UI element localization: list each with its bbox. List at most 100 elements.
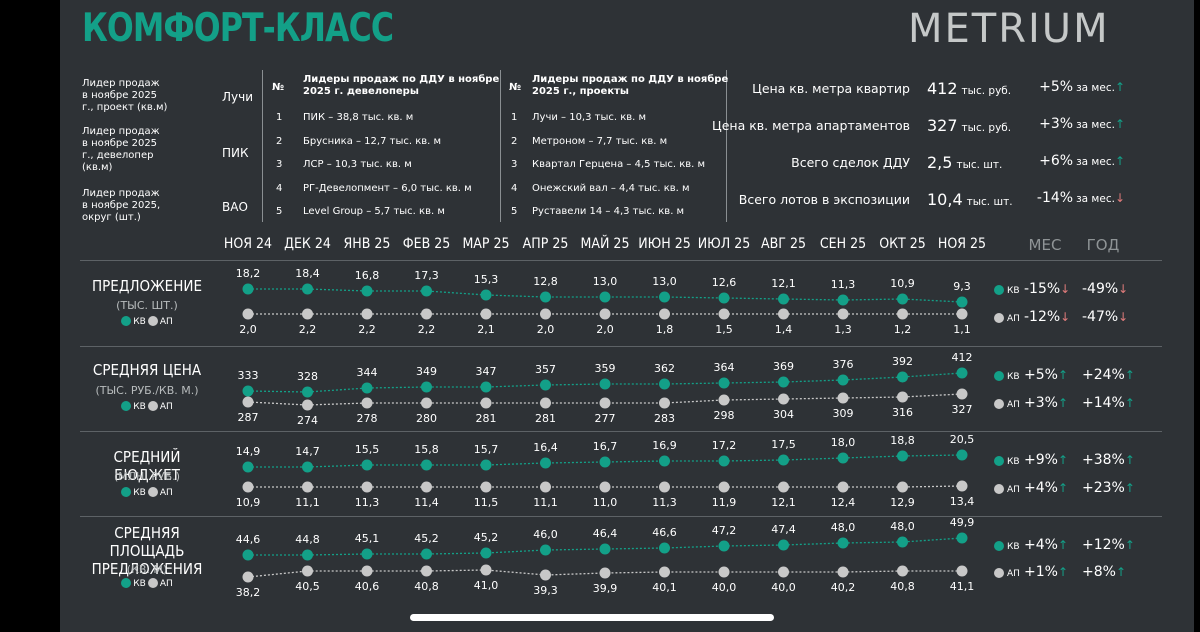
ap-data-point <box>361 565 373 577</box>
leader-project-value: Лучи <box>222 90 254 104</box>
kv-data-point <box>599 291 611 303</box>
arrow-up-icon: ↑ <box>1124 538 1135 552</box>
kv-data-label: 17,2 <box>712 439 737 452</box>
month-label: ИЮЛ 25 <box>697 236 751 252</box>
kv-data-label: 48,0 <box>890 520 915 533</box>
kv-data-label: 12,6 <box>712 276 737 289</box>
kv-data-point <box>956 532 968 544</box>
god-change: +38%↑ <box>1082 452 1135 468</box>
ap-data-label: 298 <box>714 409 735 422</box>
kv-data-point <box>421 285 432 297</box>
kv-data-point <box>718 377 730 389</box>
project-row-text: Лучи – 10,3 тыс. кв. м <box>532 112 647 123</box>
stat-change-value: -14% <box>1036 190 1074 206</box>
ap-data-point <box>956 565 968 577</box>
ap-data-point <box>242 481 254 493</box>
kv-data-label: 14,9 <box>236 445 261 458</box>
kv-data-label: 328 <box>297 370 318 383</box>
month-label: МАР 25 <box>462 236 510 252</box>
god-change: +14%↑ <box>1082 395 1135 411</box>
kv-data-label: 18,2 <box>236 267 261 280</box>
ap-data-label: 39,3 <box>533 584 558 597</box>
ap-data-label: 12,9 <box>890 496 915 509</box>
kv-data-point <box>778 539 789 551</box>
arrow-up-icon: ↑ <box>1124 453 1135 467</box>
kv-data-label: 18,8 <box>890 434 915 447</box>
stat-unit: тыс. руб. <box>961 85 1012 97</box>
kv-data-label: 45,1 <box>355 532 380 545</box>
legend-ap-dot <box>147 401 158 411</box>
stat-change-suffix: за мес. <box>1076 193 1115 205</box>
mes-change: +4%↑ <box>1024 537 1068 553</box>
kv-data-label: 362 <box>654 362 675 375</box>
kv-data-point <box>599 543 611 555</box>
god-change-value: -47% <box>1082 309 1119 325</box>
legend-kv-label: КВ <box>133 487 146 498</box>
ap-data-point <box>540 481 551 493</box>
legend-kv-dot <box>121 487 132 497</box>
ap-data-label: 280 <box>416 412 437 425</box>
panel-legend: КВ АП <box>80 316 214 327</box>
ap-data-label: 1,2 <box>894 323 912 336</box>
panel-title: СРЕДНЯЯ ПЛОЩАДЬ ПРЕДЛОЖЕНИЯ <box>91 524 203 578</box>
mes-change: +5%↑ <box>1024 367 1068 383</box>
kv-data-point <box>956 449 968 461</box>
kv-data-label: 48,0 <box>831 521 856 534</box>
kv-data-point <box>897 536 908 548</box>
kv-data-point <box>956 296 968 308</box>
stat-change-value: +5% <box>1039 79 1074 95</box>
stat-change-suffix: за мес. <box>1076 82 1115 94</box>
ap-data-point <box>361 397 373 409</box>
kv-data-point <box>718 292 730 304</box>
arrow-up-icon: ↑ <box>1114 117 1125 131</box>
stat-change: +6% за мес.↑ <box>1005 153 1125 169</box>
kv-data-label: 16,8 <box>355 269 380 282</box>
stat-unit: тыс. шт. <box>966 196 1013 208</box>
kv-legend-dot <box>994 285 1004 295</box>
kv-data-point <box>778 376 789 388</box>
kv-data-point <box>837 374 849 386</box>
ap-data-point <box>599 397 611 409</box>
arrow-down-icon: ↓ <box>1118 310 1129 324</box>
ap-data-point <box>897 308 908 320</box>
ap-data-label: 40,0 <box>771 581 796 594</box>
ap-tag: АП <box>1007 569 1020 579</box>
ap-data-point <box>956 480 968 492</box>
kv-data-point <box>778 454 789 466</box>
project-row-text: Онежский вал – 4,4 тыс. кв. м <box>532 182 690 194</box>
legend-ap-label: АП <box>159 316 173 327</box>
ap-legend-dot <box>994 313 1004 323</box>
ap-data-label: 274 <box>297 414 318 427</box>
god-change-value: +38% <box>1082 452 1125 468</box>
arrow-up-icon: ↑ <box>1057 565 1069 579</box>
stat-label: Всего сделок ДДУ <box>791 155 910 170</box>
legend-ap-dot <box>147 487 158 497</box>
ap-data-point <box>778 566 789 578</box>
stat-change-suffix: за мес. <box>1076 119 1115 131</box>
arrow-up-icon: ↑ <box>1124 481 1135 495</box>
ap-legend-dot <box>994 484 1004 494</box>
scrollbar-handle[interactable] <box>410 614 774 621</box>
arrow-up-icon: ↑ <box>1124 368 1135 382</box>
legend-kv-label: КВ <box>133 316 146 327</box>
developer-row-num: 1 <box>276 112 283 123</box>
god-change-value: +24% <box>1082 367 1125 383</box>
ap-data-point <box>659 481 670 493</box>
projects-num-header: № <box>509 82 522 93</box>
ap-data-point <box>778 308 789 320</box>
kv-data-label: 344 <box>357 366 378 379</box>
developer-row-num: 5 <box>276 206 283 217</box>
ap-data-point <box>718 394 730 406</box>
kv-data-label: 16,9 <box>652 439 677 452</box>
kv-data-point <box>599 456 611 468</box>
kv-data-point <box>421 381 432 393</box>
panel-legend: КВ АП <box>80 401 214 412</box>
arrow-down-icon: ↓ <box>1114 191 1125 205</box>
kv-data-point <box>302 283 313 295</box>
stat-label: Цена кв. метра апартаментов <box>712 118 910 133</box>
ap-data-point <box>540 569 551 581</box>
kv-data-label: 349 <box>416 365 437 378</box>
ap-data-label: 40,1 <box>652 581 677 594</box>
developer-row-text: ПИК – 38,8 тыс. кв. м <box>303 112 414 123</box>
